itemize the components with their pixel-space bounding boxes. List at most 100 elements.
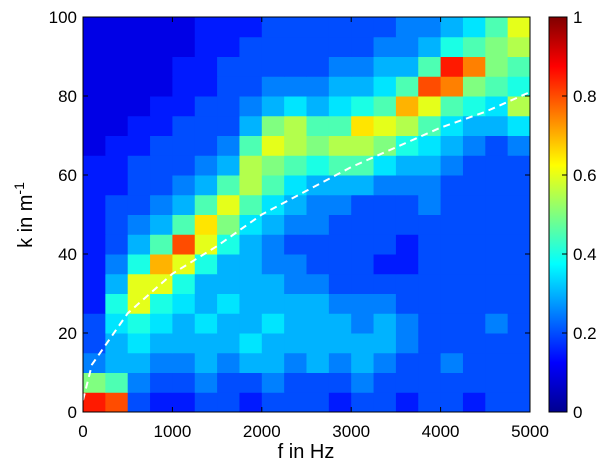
- heat-cell: [217, 234, 240, 255]
- heat-cell: [261, 36, 285, 57]
- heat-cell: [418, 392, 442, 413]
- heat-cell: [373, 36, 397, 57]
- y-tick-label: 100: [49, 8, 77, 27]
- heat-cell: [83, 135, 106, 156]
- heat-cell: [373, 273, 397, 294]
- heat-cell: [261, 352, 285, 373]
- heat-cell: [462, 214, 486, 235]
- heat-cell: [105, 17, 129, 38]
- heat-cell: [507, 273, 531, 294]
- heat-cell: [217, 115, 240, 136]
- heat-cell: [284, 214, 307, 235]
- heat-cell: [485, 293, 509, 314]
- heat-cell: [83, 392, 106, 413]
- heat-cell: [328, 392, 352, 413]
- heat-cell: [328, 333, 352, 354]
- heat-cell: [395, 352, 419, 373]
- heat-cell: [418, 115, 442, 136]
- heat-cell: [194, 214, 218, 235]
- heat-cell: [83, 234, 106, 255]
- heat-cell: [440, 194, 464, 215]
- heat-cell: [83, 313, 106, 334]
- heat-cell: [373, 135, 397, 156]
- y-axis-label-text: k in m: [15, 195, 37, 248]
- heat-cell: [194, 273, 218, 294]
- heat-cell: [239, 234, 263, 255]
- heat-cell: [239, 175, 263, 196]
- heat-cell: [127, 234, 151, 255]
- heat-cell: [150, 254, 173, 275]
- heat-cell: [150, 234, 173, 255]
- heat-cell: [172, 96, 196, 117]
- heat-cell: [150, 175, 173, 196]
- heat-cell: [328, 234, 352, 255]
- heat-cell: [172, 135, 196, 156]
- heat-cell: [306, 392, 330, 413]
- heat-cell: [395, 194, 419, 215]
- heat-cell: [284, 56, 307, 77]
- heat-cell: [150, 293, 173, 314]
- heat-cell: [395, 155, 419, 176]
- heat-cell: [462, 194, 486, 215]
- heat-cell: [462, 36, 486, 57]
- heat-cell: [127, 313, 151, 334]
- heat-cell: [83, 36, 106, 57]
- heat-cell: [217, 135, 240, 156]
- heat-cell: [373, 155, 397, 176]
- heat-cell: [105, 273, 129, 294]
- colorbar-tick-label: 0.2: [573, 324, 597, 343]
- heat-cell: [351, 135, 375, 156]
- heat-cell: [485, 392, 509, 413]
- heat-cell: [194, 234, 218, 255]
- heat-cell: [83, 17, 106, 38]
- heat-cell: [194, 115, 218, 136]
- heat-cell: [217, 155, 240, 176]
- heat-cell: [418, 17, 442, 38]
- heat-cell: [83, 254, 106, 275]
- heat-cell: [373, 254, 397, 275]
- heat-cell: [395, 273, 419, 294]
- heat-cell: [351, 333, 375, 354]
- heat-cell: [172, 36, 196, 57]
- heat-cell: [261, 194, 285, 215]
- heat-cell: [507, 155, 531, 176]
- heat-cell: [217, 76, 240, 97]
- heat-cell: [105, 234, 129, 255]
- heat-cell: [105, 175, 129, 196]
- heat-cell: [127, 76, 151, 97]
- heat-cell: [373, 175, 397, 196]
- heat-cell: [440, 313, 464, 334]
- heat-cell: [507, 96, 531, 117]
- heat-cell: [261, 333, 285, 354]
- heat-cell: [194, 76, 218, 97]
- heat-cell: [194, 254, 218, 275]
- heat-cell: [194, 293, 218, 314]
- colorbar-tick-label: 0.6: [573, 166, 597, 185]
- heat-cell: [373, 17, 397, 38]
- heat-cell: [507, 76, 531, 97]
- heat-cell: [351, 214, 375, 235]
- heat-cell: [351, 234, 375, 255]
- heat-cell: [440, 392, 464, 413]
- heat-cell: [418, 333, 442, 354]
- x-axis-label: f in Hz: [278, 441, 335, 463]
- heat-cell: [395, 313, 419, 334]
- heat-cell: [462, 372, 486, 393]
- heat-cell: [239, 293, 263, 314]
- heat-cell: [395, 175, 419, 196]
- heat-cell: [373, 313, 397, 334]
- heat-cell: [306, 155, 330, 176]
- heat-cell: [373, 115, 397, 136]
- heat-cell: [462, 76, 486, 97]
- heat-cell: [395, 214, 419, 235]
- heat-cell: [328, 17, 352, 38]
- heat-cell: [306, 352, 330, 373]
- heat-cell: [485, 333, 509, 354]
- heat-cell: [507, 115, 531, 136]
- y-tick-label: 20: [58, 324, 77, 343]
- heat-cell: [194, 313, 218, 334]
- heat-cell: [261, 313, 285, 334]
- heat-cell: [507, 17, 531, 38]
- heat-cell: [351, 254, 375, 275]
